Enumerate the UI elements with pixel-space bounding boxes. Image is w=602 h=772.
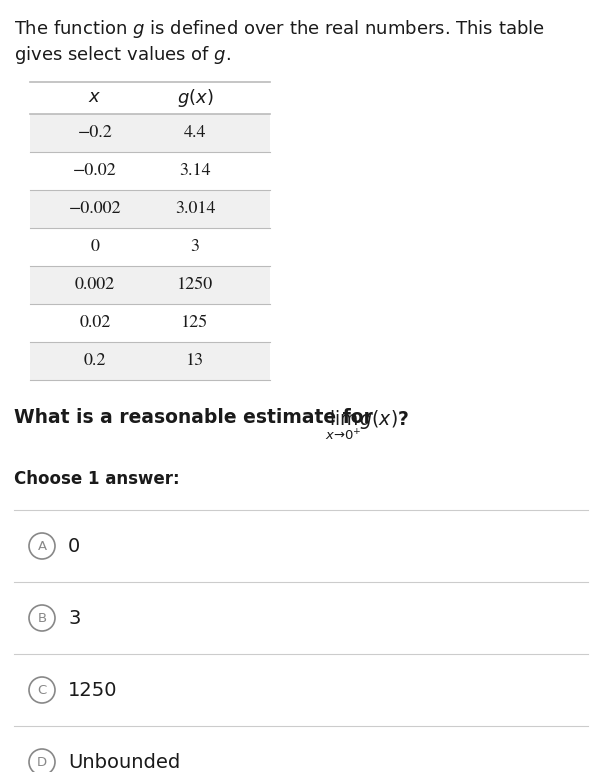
Text: Unbounded: Unbounded bbox=[68, 753, 180, 771]
Text: 1250: 1250 bbox=[68, 680, 117, 699]
Text: 13: 13 bbox=[186, 353, 204, 369]
Text: What is a reasonable estimate for: What is a reasonable estimate for bbox=[14, 408, 373, 427]
Text: −0.2: −0.2 bbox=[78, 125, 113, 141]
Text: −0.02: −0.02 bbox=[73, 163, 117, 179]
Text: 3: 3 bbox=[68, 608, 81, 628]
Text: $\lim_{x\to0^+}\! g(x)$?: $\lim_{x\to0^+}\! g(x)$? bbox=[325, 408, 409, 442]
Text: Choose 1 answer:: Choose 1 answer: bbox=[14, 470, 179, 488]
Text: B: B bbox=[37, 611, 46, 625]
Text: 4.4: 4.4 bbox=[184, 125, 206, 141]
Text: 3.14: 3.14 bbox=[179, 163, 211, 179]
Text: $x$: $x$ bbox=[88, 90, 102, 107]
Text: The function $g$ is defined over the real numbers. This table: The function $g$ is defined over the rea… bbox=[14, 18, 545, 40]
Text: A: A bbox=[37, 540, 46, 553]
Bar bbox=[30, 190, 270, 228]
Text: 0: 0 bbox=[90, 239, 99, 255]
Bar bbox=[30, 266, 270, 304]
Text: 3.014: 3.014 bbox=[175, 201, 216, 217]
Text: −0.002: −0.002 bbox=[69, 201, 122, 217]
Text: C: C bbox=[37, 683, 46, 696]
Text: 0.02: 0.02 bbox=[79, 315, 111, 331]
Text: 0: 0 bbox=[68, 537, 80, 556]
Text: 0.002: 0.002 bbox=[75, 277, 115, 293]
Bar bbox=[30, 342, 270, 380]
Text: gives select values of $g$.: gives select values of $g$. bbox=[14, 44, 231, 66]
Text: 3: 3 bbox=[190, 239, 199, 255]
Text: 1250: 1250 bbox=[177, 277, 213, 293]
Text: 125: 125 bbox=[181, 315, 209, 331]
Bar bbox=[30, 114, 270, 152]
Text: $g(x)$: $g(x)$ bbox=[177, 87, 213, 109]
Text: D: D bbox=[37, 756, 47, 768]
Text: 0.2: 0.2 bbox=[84, 353, 106, 369]
